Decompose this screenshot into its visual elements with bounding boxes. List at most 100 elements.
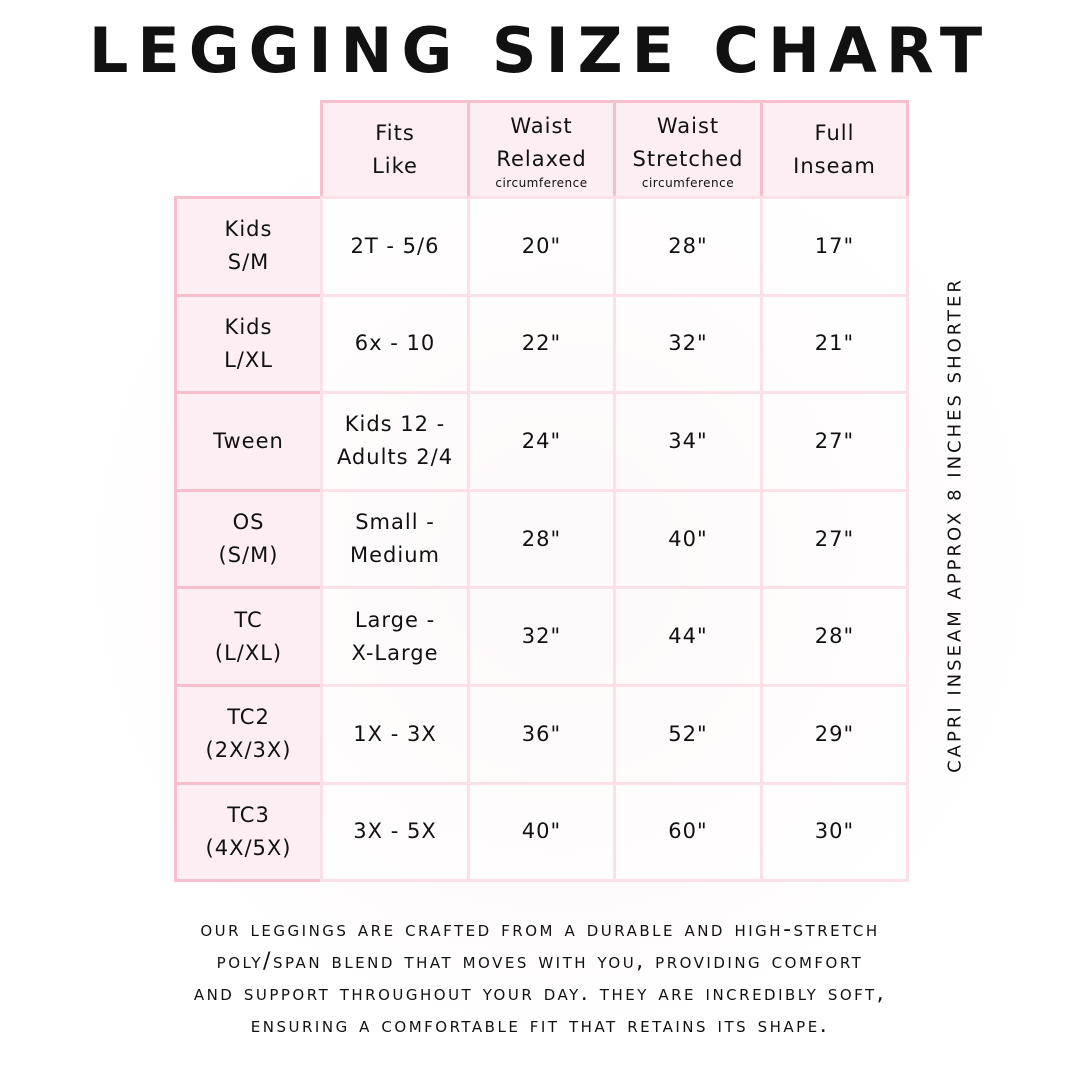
fits-like-value: 2T - 5/6 bbox=[350, 233, 440, 258]
header-label: Waist bbox=[510, 113, 573, 138]
fits-like-value: Small - bbox=[355, 510, 435, 535]
cell-fits-like: Kids 12 - Adults 2/4 bbox=[320, 391, 470, 492]
row-header-size: Kids L/XL bbox=[174, 293, 323, 395]
row-header-size: TC3 (4X/5X) bbox=[174, 781, 323, 883]
capri-note: CAPRI INSEAM APPROX 8 INCHES SHORTER bbox=[944, 277, 966, 773]
description-line: ENSURING A COMFORTABLE FIT THAT RETAINS … bbox=[250, 1013, 830, 1038]
fits-like-value: Kids 12 - bbox=[344, 412, 446, 437]
fits-like-value: Large - bbox=[354, 607, 436, 632]
cell-waist-relaxed: 24" bbox=[467, 391, 616, 492]
cell-waist-stretched: 32" bbox=[613, 293, 763, 395]
waist-stretched-value: 32" bbox=[668, 331, 708, 356]
size-label: TC2 bbox=[227, 705, 270, 730]
fits-like-value: Adults 2/4 bbox=[336, 445, 454, 470]
cell-fits-like: 6x - 10 bbox=[320, 293, 470, 395]
size-label: Kids bbox=[224, 217, 273, 242]
cell-inseam: 28" bbox=[760, 586, 909, 687]
cell-waist-stretched: 52" bbox=[613, 684, 763, 785]
column-header: Waist Relaxed circumference bbox=[467, 100, 616, 199]
header-label: Like bbox=[372, 153, 418, 178]
row-header-size: OS (S/M) bbox=[174, 488, 323, 590]
fits-like-value: X-Large bbox=[351, 640, 439, 665]
fits-like-value: Medium bbox=[350, 543, 440, 568]
size-label: (S/M) bbox=[218, 543, 279, 568]
cell-waist-relaxed: 36" bbox=[467, 684, 616, 785]
fits-like-value: 6x - 10 bbox=[354, 331, 436, 356]
inseam-value: 29" bbox=[814, 721, 855, 746]
waist-stretched-value: 34" bbox=[668, 428, 708, 453]
cell-inseam: 29" bbox=[760, 684, 909, 785]
row-header-size: TC (L/XL) bbox=[174, 586, 323, 687]
size-label: (2X/3X) bbox=[205, 738, 292, 763]
waist-stretched-value: 40" bbox=[668, 526, 708, 551]
inseam-value: 21" bbox=[814, 331, 855, 356]
waist-relaxed-value: 40" bbox=[521, 819, 562, 844]
size-label: TC3 bbox=[227, 802, 270, 827]
row-header-size: Tween bbox=[174, 391, 323, 492]
cell-waist-relaxed: 28" bbox=[467, 488, 616, 590]
cell-fits-like: 3X - 5X bbox=[320, 781, 470, 883]
waist-stretched-value: 28" bbox=[668, 233, 708, 258]
waist-relaxed-value: 28" bbox=[521, 526, 562, 551]
waist-relaxed-value: 32" bbox=[521, 624, 562, 649]
size-label: (4X/5X) bbox=[205, 835, 292, 860]
header-label: Inseam bbox=[793, 153, 876, 178]
page-title: LEGGING SIZE CHART bbox=[88, 14, 992, 87]
cell-waist-stretched: 28" bbox=[613, 196, 763, 297]
cell-waist-stretched: 40" bbox=[613, 488, 763, 590]
cell-waist-relaxed: 22" bbox=[467, 293, 616, 395]
waist-stretched-value: 52" bbox=[668, 721, 708, 746]
size-label: OS bbox=[232, 510, 265, 535]
size-label: TC bbox=[234, 607, 263, 632]
inseam-value: 27" bbox=[814, 526, 855, 551]
waist-relaxed-value: 20" bbox=[521, 233, 562, 258]
header-label: Stretched bbox=[632, 146, 744, 171]
description-line: AND SUPPORT THROUGHOUT YOUR DAY. THEY AR… bbox=[193, 981, 887, 1006]
header-sublabel: circumference bbox=[495, 175, 588, 190]
waist-stretched-value: 60" bbox=[668, 819, 708, 844]
column-header: Waist Stretched circumference bbox=[613, 100, 763, 199]
header-label: Full bbox=[814, 120, 855, 145]
cell-inseam: 27" bbox=[760, 488, 909, 590]
inseam-value: 30" bbox=[814, 819, 855, 844]
inseam-value: 17" bbox=[814, 233, 855, 258]
column-header: Fits Like bbox=[320, 100, 470, 199]
header-label: Relaxed bbox=[496, 146, 587, 171]
cell-waist-relaxed: 20" bbox=[467, 196, 616, 297]
cell-waist-relaxed: 32" bbox=[467, 586, 616, 687]
description-line: POLY/SPAN BLEND THAT MOVES WITH YOU, PRO… bbox=[216, 949, 864, 974]
cell-fits-like: 2T - 5/6 bbox=[320, 196, 470, 297]
size-label: (L/XL) bbox=[214, 640, 283, 665]
cell-fits-like: 1X - 3X bbox=[320, 684, 470, 785]
column-header: Full Inseam bbox=[760, 100, 909, 199]
cell-waist-stretched: 34" bbox=[613, 391, 763, 492]
waist-stretched-value: 44" bbox=[668, 624, 708, 649]
inseam-value: 28" bbox=[814, 624, 855, 649]
inseam-value: 27" bbox=[814, 428, 855, 453]
header-sublabel: circumference bbox=[641, 175, 735, 190]
fits-like-value: 3X - 5X bbox=[353, 819, 437, 844]
waist-relaxed-value: 22" bbox=[521, 331, 562, 356]
cell-waist-stretched: 60" bbox=[613, 781, 763, 883]
header-label: Waist bbox=[656, 113, 720, 138]
size-label: Tween bbox=[213, 428, 284, 453]
size-label: L/XL bbox=[224, 347, 273, 372]
size-label: Kids bbox=[224, 314, 273, 339]
cell-waist-stretched: 44" bbox=[613, 586, 763, 687]
size-label: S/M bbox=[227, 250, 270, 275]
cell-inseam: 27" bbox=[760, 391, 909, 492]
waist-relaxed-value: 36" bbox=[521, 721, 562, 746]
waist-relaxed-value: 24" bbox=[521, 428, 562, 453]
header-label: Fits bbox=[375, 120, 415, 145]
cell-inseam: 17" bbox=[760, 196, 909, 297]
row-header-size: TC2 (2X/3X) bbox=[174, 684, 323, 785]
cell-fits-like: Small - Medium bbox=[320, 488, 470, 590]
cell-waist-relaxed: 40" bbox=[467, 781, 616, 883]
cell-inseam: 21" bbox=[760, 293, 909, 395]
cell-fits-like: Large - X-Large bbox=[320, 586, 470, 687]
fits-like-value: 1X - 3X bbox=[353, 721, 437, 746]
cell-inseam: 30" bbox=[760, 781, 909, 883]
row-header-size: Kids S/M bbox=[174, 196, 323, 297]
